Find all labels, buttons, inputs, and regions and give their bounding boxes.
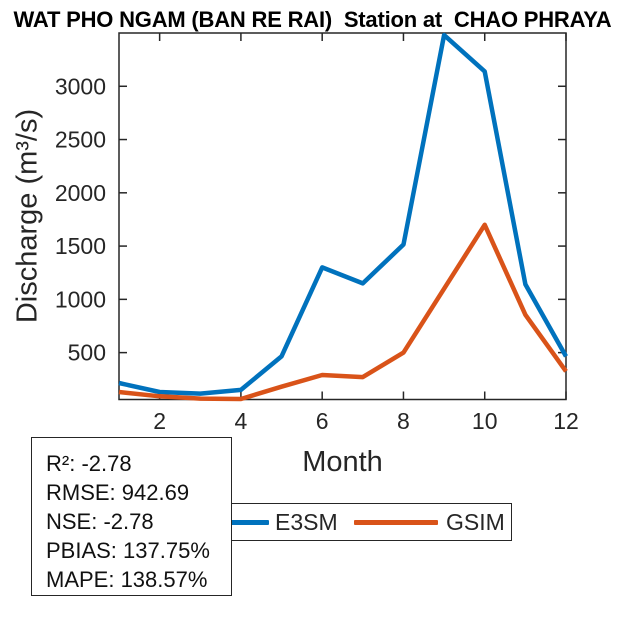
x-tick-label: 8 — [397, 408, 410, 434]
series-line-gsim — [118, 222, 568, 402]
stat-line-r2: R²: -2.78 — [46, 451, 132, 476]
y-tick-label: 2500 — [55, 127, 106, 153]
stat-line-mape: MAPE: 138.57% — [46, 567, 208, 592]
x-tick-label: 12 — [553, 408, 579, 434]
stat-line-rmse: RMSE: 942.69 — [46, 480, 190, 505]
x-tick-label: 6 — [316, 408, 329, 434]
y-tick-label: 3000 — [55, 73, 106, 99]
x-tick-label: 4 — [235, 408, 248, 434]
stats-box: R²: -2.78 RMSE: 942.69 NSE: -2.78 PBIAS:… — [31, 437, 232, 596]
legend-label-gsim: GSIM — [446, 509, 505, 535]
x-tick-label: 10 — [472, 408, 498, 434]
y-tick-label: 500 — [68, 340, 106, 366]
y-tick-label: 1000 — [55, 286, 106, 312]
stat-line-nse: NSE: -2.78 — [46, 509, 154, 534]
y-axis-label: Discharge (m³/s) — [11, 108, 44, 324]
legend: E3SM GSIM — [178, 503, 512, 541]
page-title: WAT PHO NGAM (BAN RE RAI) Station at CHA… — [13, 7, 612, 32]
x-tick-label: 2 — [153, 408, 166, 434]
y-tick-label: 2000 — [55, 180, 106, 206]
axis-frame — [118, 32, 567, 401]
legend-label-e3sm: E3SM — [275, 509, 338, 535]
stat-line-pbias: PBIAS: 137.75% — [46, 538, 210, 563]
series-line-e3sm — [118, 32, 568, 396]
y-tick-label: 1500 — [55, 233, 106, 259]
legend-swatch-gsim-line — [354, 520, 438, 525]
x-axis-label: Month — [302, 446, 383, 478]
